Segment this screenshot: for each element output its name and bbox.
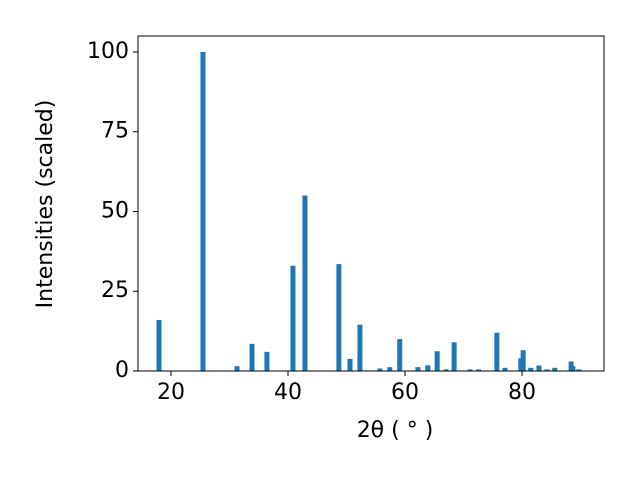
x-tick-label: 40	[274, 380, 302, 405]
bar	[290, 265, 296, 371]
bar	[443, 369, 449, 371]
bar	[302, 195, 308, 371]
bar	[570, 366, 576, 371]
bar	[552, 367, 558, 371]
bar	[576, 369, 582, 371]
y-axis-label: Intensities (scaled)	[33, 100, 58, 309]
bar	[434, 351, 440, 371]
y-tick-label: 75	[101, 119, 129, 144]
x-tick-label: 60	[391, 380, 419, 405]
bar	[387, 367, 393, 371]
bar	[200, 51, 206, 371]
bar	[347, 358, 353, 371]
bar	[397, 339, 403, 371]
bar	[520, 350, 526, 371]
bar	[467, 369, 473, 371]
bar	[425, 365, 431, 371]
bar	[544, 369, 550, 371]
bar	[336, 264, 342, 371]
y-tick-label: 50	[101, 198, 129, 223]
plot-frame	[137, 35, 605, 372]
bar	[264, 351, 270, 371]
bar	[528, 367, 534, 371]
bar	[234, 366, 240, 371]
bar	[415, 367, 421, 371]
y-tick-label: 100	[87, 39, 129, 64]
y-tick-label: 0	[115, 358, 129, 383]
bar	[536, 365, 542, 371]
bar	[502, 367, 508, 371]
x-tick-label: 20	[157, 380, 185, 405]
bar	[249, 343, 255, 371]
x-tick-label: 80	[508, 380, 536, 405]
bar	[357, 324, 363, 371]
bar	[156, 319, 162, 371]
x-axis-label: 2θ ( ° )	[357, 418, 434, 443]
bar	[494, 332, 500, 371]
bar	[451, 342, 457, 371]
y-tick-label: 25	[101, 278, 129, 303]
bar	[476, 369, 482, 371]
bar	[377, 368, 383, 371]
